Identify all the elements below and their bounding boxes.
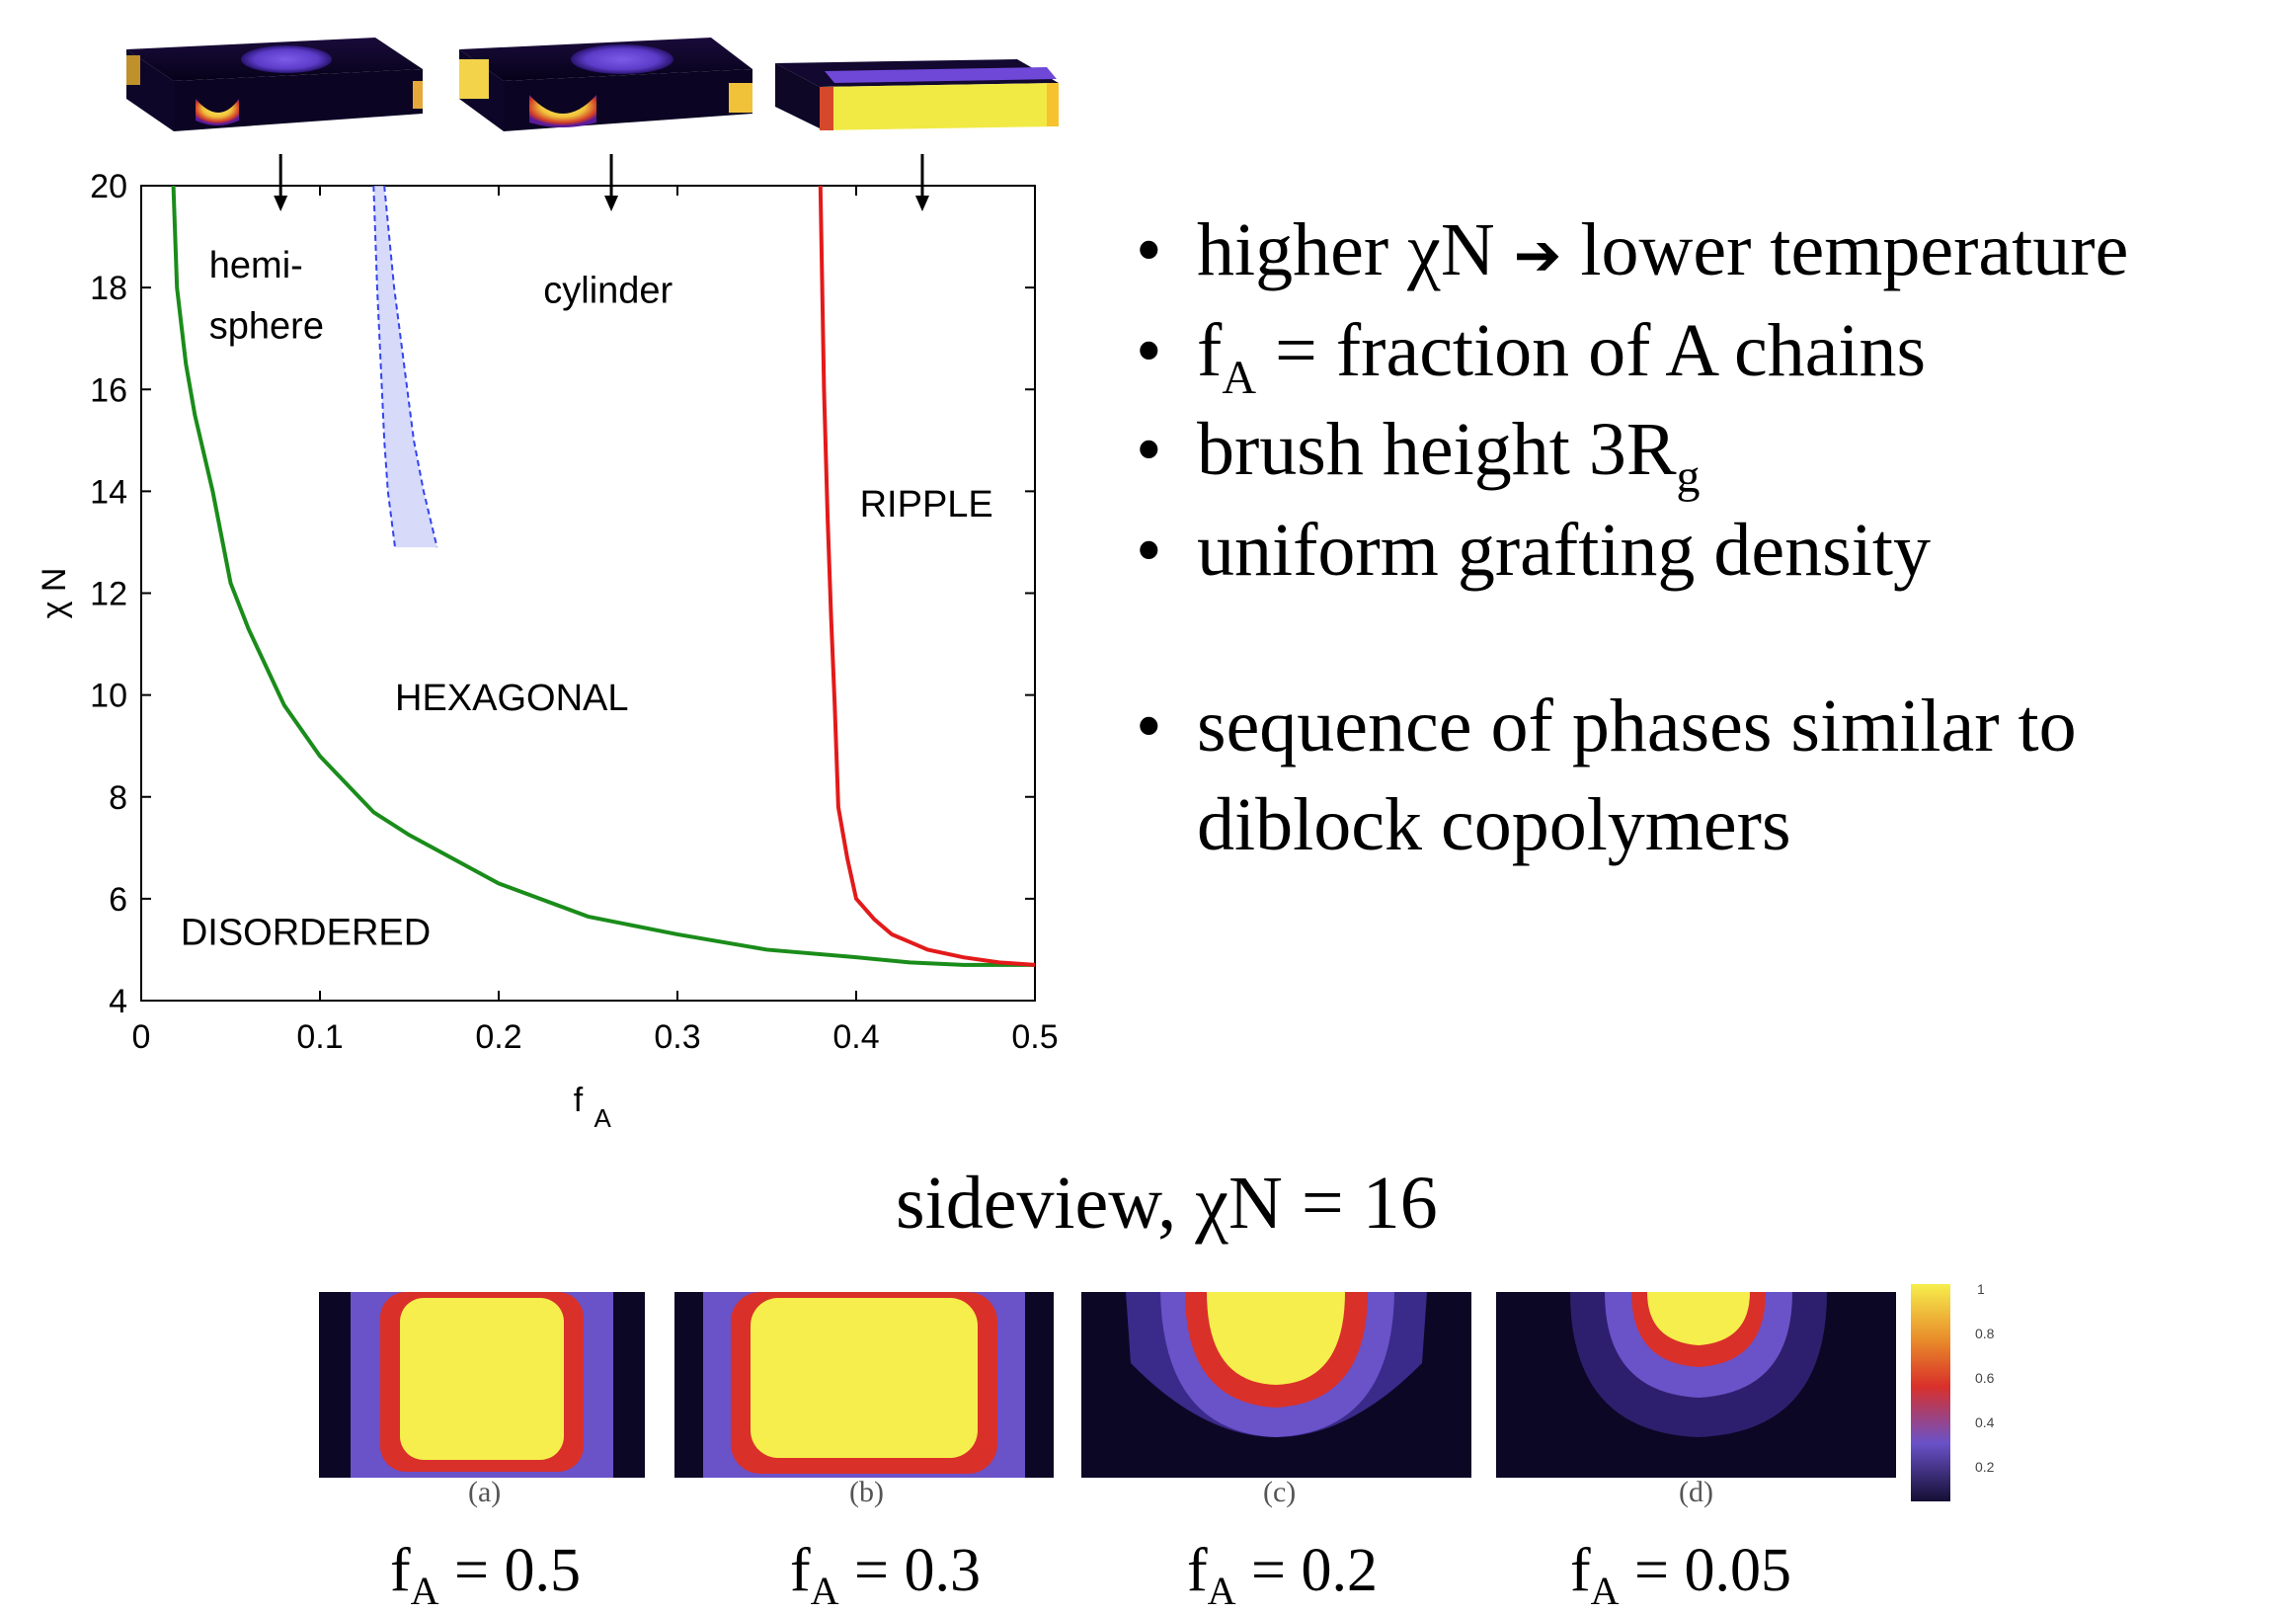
x-tick-label: 0.2 — [475, 1018, 521, 1056]
phase-boundary-line — [383, 185, 438, 548]
region-label: hemi- — [209, 245, 303, 286]
sideview-panels: 1 0.8 0.6 0.4 0.2 0 — [319, 1284, 1995, 1501]
x-tick-label: 0.4 — [832, 1018, 879, 1056]
down-arrow-icon — [604, 196, 619, 211]
thumbnail-cylinder — [459, 38, 752, 131]
y-tick-label: 18 — [90, 270, 127, 307]
bullet-item: • brush height 3Rg — [1136, 405, 1701, 522]
region-label: sphere — [209, 306, 324, 348]
phase-diagram-chart: 0 0.1 0.2 0.3 0.4 0.5 4 6 8 10 12 14 16 18 20 f Aχ N hemi… — [36, 154, 1059, 1133]
panel-caption: (a) — [468, 1476, 502, 1508]
x-axis-label-sub: A — [594, 1103, 612, 1133]
thumbnail-ripple — [775, 59, 1059, 130]
region-label: cylinder — [543, 271, 673, 312]
colorbar-tick: 0.6 — [1975, 1370, 1995, 1386]
colorbar-tick: 0.2 — [1975, 1459, 1995, 1475]
x-axis-label: f — [574, 1082, 584, 1119]
y-tick-label: 4 — [109, 983, 127, 1020]
y-tick-label: 10 — [90, 678, 127, 715]
y-tick-label: 8 — [109, 779, 127, 817]
y-tick-label: 14 — [90, 473, 127, 511]
bullet-dot: • — [1136, 509, 1162, 592]
bullet-dot: • — [1136, 685, 1162, 767]
bullet-item: • fA = fraction of A chains — [1136, 306, 1926, 423]
bullet-item: • higher χN ➔ lower temperature — [1136, 205, 2128, 299]
x-tick-label: 0 — [132, 1018, 151, 1056]
y-axis-label: χ N — [36, 568, 73, 619]
phase-coexistence-region — [373, 186, 437, 548]
sideview-panel-d — [1496, 1292, 1896, 1478]
phase-thumbnails — [126, 38, 1059, 131]
down-arrow-icon — [274, 196, 288, 211]
y-tick-label: 6 — [109, 881, 127, 919]
bullet-dot: • — [1136, 309, 1162, 392]
bullet-dot: • — [1136, 408, 1162, 491]
y-tick-label: 12 — [90, 576, 127, 613]
panel-fa-label: fA = 0.3 — [790, 1537, 982, 1613]
bullet-item-continuation: diblock copolymers — [1197, 783, 1791, 866]
panel-fa-label: fA = 0.05 — [1570, 1537, 1792, 1613]
panel-fa-label: fA = 0.2 — [1187, 1537, 1379, 1613]
region-label: DISORDERED — [181, 912, 431, 953]
bullet-item: • uniform grafting density — [1136, 506, 1931, 595]
phase-boundary-line — [171, 185, 1035, 967]
colorbar-tick: 1 — [1977, 1284, 1985, 1297]
panel-caption: (d) — [1679, 1476, 1713, 1508]
sideview-panel-a — [319, 1292, 645, 1478]
region-label: HEXAGONAL — [395, 678, 629, 719]
panel-caption: (b) — [849, 1476, 884, 1508]
sideview-title: sideview, χN = 16 — [896, 1162, 1438, 1245]
bullet-dot: • — [1136, 208, 1162, 291]
x-tick-label: 0.1 — [296, 1018, 343, 1056]
sideview-panel-b — [674, 1292, 1054, 1478]
sideview-panel-c — [1081, 1292, 1471, 1478]
y-tick-label: 20 — [90, 168, 127, 205]
thumbnail-hemisphere — [126, 38, 423, 131]
y-tick-label: 16 — [90, 371, 127, 409]
phase-boundary-line — [818, 185, 1036, 967]
panel-caption: (c) — [1263, 1476, 1297, 1508]
panel-fa-label: fA = 0.5 — [390, 1537, 582, 1613]
colorbar-tick: 0.4 — [1975, 1414, 1995, 1430]
phase-boundary-line — [372, 185, 397, 548]
right-arrow-icon: ➔ — [1513, 221, 1562, 288]
colorbar-tick: 0.8 — [1975, 1326, 1995, 1341]
region-label: RIPPLE — [860, 484, 993, 525]
x-tick-label: 0.5 — [1011, 1018, 1058, 1056]
x-tick-label: 0.3 — [654, 1018, 700, 1056]
bullet-item: • sequence of phases similar to — [1136, 682, 2077, 770]
down-arrow-icon — [914, 196, 929, 211]
colorbar: 1 0.8 0.6 0.4 0.2 0 — [1911, 1284, 1995, 1501]
